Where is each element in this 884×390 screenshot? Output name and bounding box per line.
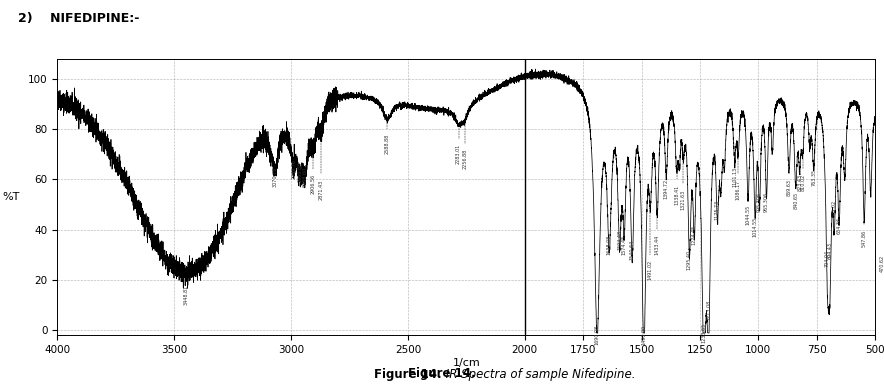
Text: 675.02: 675.02 <box>832 199 837 216</box>
Text: 2256.88: 2256.88 <box>462 149 467 169</box>
Text: 2989.76: 2989.76 <box>291 159 296 179</box>
Text: 1338.41: 1338.41 <box>674 184 679 205</box>
Text: 965.306: 965.306 <box>764 192 769 212</box>
Text: 2960.88: 2960.88 <box>298 162 303 182</box>
Text: 1574.45: 1574.45 <box>621 235 627 255</box>
Text: 3070.78: 3070.78 <box>272 167 278 187</box>
Text: 2938.60: 2938.60 <box>303 167 308 187</box>
Text: 694.43: 694.43 <box>827 242 833 259</box>
Text: 1101.13: 1101.13 <box>732 167 737 187</box>
Text: 2)    NIFEDIPINE:-: 2) NIFEDIPINE:- <box>18 12 139 25</box>
Text: 1594.48: 1594.48 <box>617 230 622 250</box>
Text: 763.35: 763.35 <box>812 169 816 186</box>
Text: 869.63: 869.63 <box>787 179 791 196</box>
Text: 840.65: 840.65 <box>793 192 798 209</box>
Text: 1321.63: 1321.63 <box>681 190 686 210</box>
Text: 823.43: 823.43 <box>797 174 802 191</box>
Text: 2906.56: 2906.56 <box>310 174 316 195</box>
Text: 1014.55: 1014.55 <box>752 217 758 238</box>
X-axis label: 1/cm: 1/cm <box>453 358 480 368</box>
Text: 704.04: 704.04 <box>825 250 830 267</box>
Text: 1233.65: 1233.65 <box>701 323 706 343</box>
Text: 1490.00: 1490.00 <box>642 325 646 346</box>
Text: 1274.45: 1274.45 <box>692 225 697 245</box>
Text: Figure 14.: Figure 14. <box>375 369 442 381</box>
Text: IR Spectra of sample Nifedipine.: IR Spectra of sample Nifedipine. <box>442 369 636 381</box>
Text: 810.02: 810.02 <box>800 174 805 191</box>
Text: 2283.01: 2283.01 <box>456 144 461 164</box>
Text: 654.36: 654.36 <box>836 217 842 234</box>
Text: 1213.08: 1213.08 <box>706 300 711 321</box>
Text: 1295.40: 1295.40 <box>687 250 692 270</box>
Text: 1540.64: 1540.64 <box>629 240 635 260</box>
Text: 1175.73: 1175.73 <box>715 199 720 220</box>
Text: 1491.02: 1491.02 <box>648 260 653 280</box>
Text: 1690.08: 1690.08 <box>595 325 599 346</box>
Text: 1638.08: 1638.08 <box>606 235 612 255</box>
Text: 995.306: 995.306 <box>757 192 762 212</box>
Text: 547.86: 547.86 <box>862 230 866 247</box>
Text: Figure 14.: Figure 14. <box>408 367 476 380</box>
Text: 1394.72: 1394.72 <box>664 179 669 199</box>
Text: Figure 14. IR Spectra of sample Nifedipine.: Figure 14. IR Spectra of sample Nifedipi… <box>316 367 568 380</box>
Text: 2588.88: 2588.88 <box>385 134 390 154</box>
Text: 3448.81: 3448.81 <box>184 285 189 305</box>
Text: 1086.17: 1086.17 <box>735 179 741 200</box>
Y-axis label: %T: %T <box>3 192 20 202</box>
Text: 470.62: 470.62 <box>880 255 884 272</box>
Text: 1433.44: 1433.44 <box>655 235 659 255</box>
Text: 2871.43: 2871.43 <box>319 179 324 200</box>
Text: 1044.55: 1044.55 <box>745 204 751 225</box>
